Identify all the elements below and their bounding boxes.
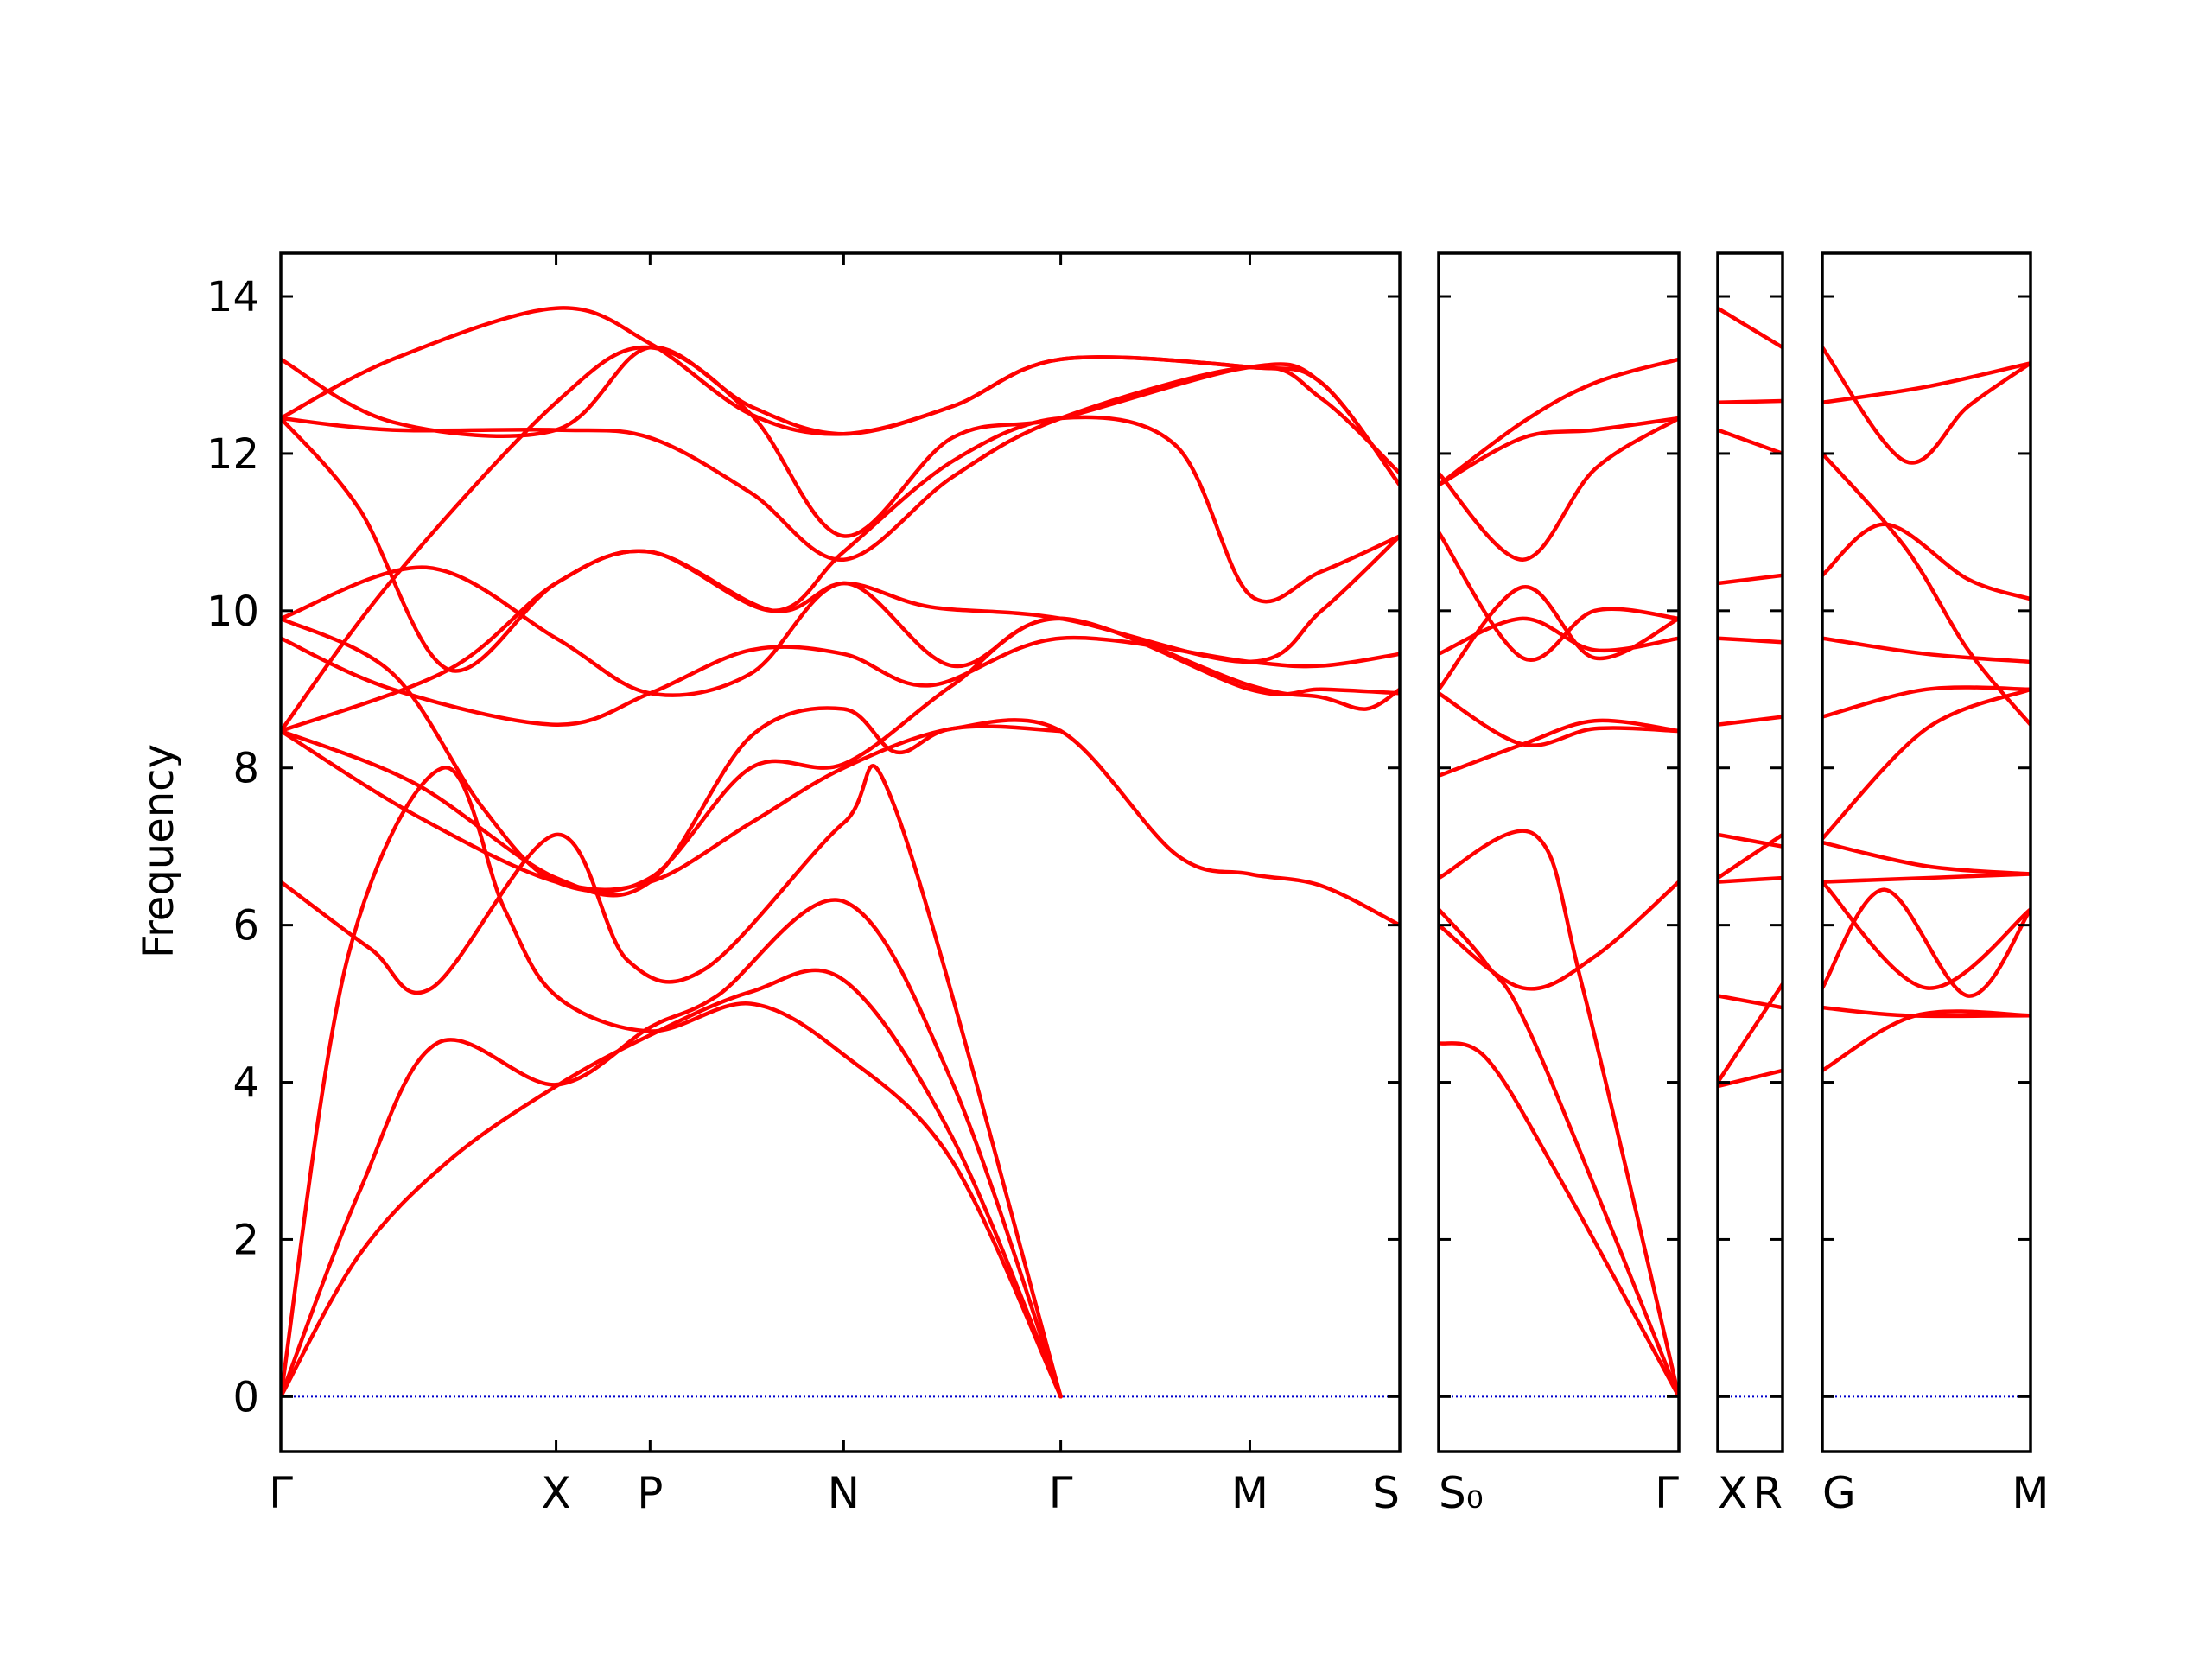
panel-frame xyxy=(1437,251,1681,1453)
band-line xyxy=(281,898,1063,1399)
band-line xyxy=(1822,1005,2031,1019)
band-line xyxy=(1718,573,1783,586)
band-line xyxy=(1439,530,1679,662)
k-point-label: S xyxy=(1372,1468,1400,1518)
band-line xyxy=(1822,887,2031,998)
band-line xyxy=(1718,636,1783,645)
band-line xyxy=(281,415,1400,673)
band-line xyxy=(1718,715,1783,727)
panel-frame xyxy=(1716,251,1784,1453)
k-point-label: M xyxy=(2012,1468,2049,1518)
band-line xyxy=(1439,416,1679,487)
y-tick-label: 14 xyxy=(207,273,259,321)
k-point-label: X xyxy=(1718,1468,1747,1518)
panel-2: S₀ Γ xyxy=(1437,251,1681,1518)
panel-frame xyxy=(1821,251,2032,1453)
band-line xyxy=(1439,718,1679,779)
band-line xyxy=(1718,982,1783,1084)
band-line xyxy=(1439,907,1679,1399)
k-point-label: N xyxy=(828,1468,860,1518)
band-line xyxy=(1439,1040,1679,1399)
k-point-label: P xyxy=(637,1468,663,1518)
band-line xyxy=(1718,428,1783,456)
band-line xyxy=(1822,840,2031,876)
band-line xyxy=(1439,880,1679,991)
band-line xyxy=(1822,636,2031,664)
band-line xyxy=(1822,451,2031,727)
y-tick-label: 6 xyxy=(232,902,259,950)
band-line xyxy=(281,766,1063,1399)
band-line xyxy=(1439,416,1679,562)
band-line xyxy=(281,306,1400,487)
y-tick-label: 2 xyxy=(232,1216,259,1264)
y-tick-label: 4 xyxy=(232,1059,259,1108)
band-group xyxy=(1718,306,1783,1089)
band-line xyxy=(1822,345,2031,465)
k-point-label: Γ xyxy=(1655,1468,1679,1518)
band-line xyxy=(1439,357,1679,487)
k-point-label: G xyxy=(1822,1468,1856,1518)
k-point-label: M xyxy=(1231,1468,1268,1518)
band-line xyxy=(1439,829,1679,1399)
band-group xyxy=(1439,357,1679,1399)
y-tick-label: 12 xyxy=(207,430,259,479)
y-tick-label: 0 xyxy=(232,1373,259,1421)
k-point-label: R xyxy=(1752,1468,1783,1518)
k-point-label: Γ xyxy=(1049,1468,1073,1518)
band-line xyxy=(281,565,1400,711)
band-line xyxy=(281,616,1400,893)
k-point-label: S₀ xyxy=(1439,1468,1484,1518)
band-line xyxy=(1718,832,1783,880)
band-line xyxy=(281,968,1063,1399)
band-line xyxy=(1718,306,1783,350)
band-line xyxy=(1822,880,2031,990)
band-group xyxy=(281,306,1400,1399)
band-line xyxy=(1822,685,2031,719)
band-line xyxy=(1822,361,2031,405)
band-line xyxy=(281,764,1063,1399)
y-tick-label: 10 xyxy=(207,588,259,636)
band-line xyxy=(1439,691,1679,747)
band-line xyxy=(1822,522,2031,601)
y-tick-label: 8 xyxy=(232,745,259,793)
y-axis-label: Frequency xyxy=(135,744,183,958)
band-line xyxy=(1718,1068,1783,1089)
panel-frame xyxy=(279,251,1402,1453)
k-point-label: Γ xyxy=(269,1468,293,1518)
band-line xyxy=(1718,832,1783,849)
band-group xyxy=(1822,345,2031,1073)
band-line xyxy=(1718,994,1783,1010)
band-line xyxy=(1822,872,2031,884)
band-line xyxy=(1718,875,1783,884)
band-line xyxy=(1439,585,1679,692)
k-point-label: X xyxy=(541,1468,570,1518)
band-line xyxy=(281,534,1400,734)
band-line xyxy=(1718,398,1783,405)
